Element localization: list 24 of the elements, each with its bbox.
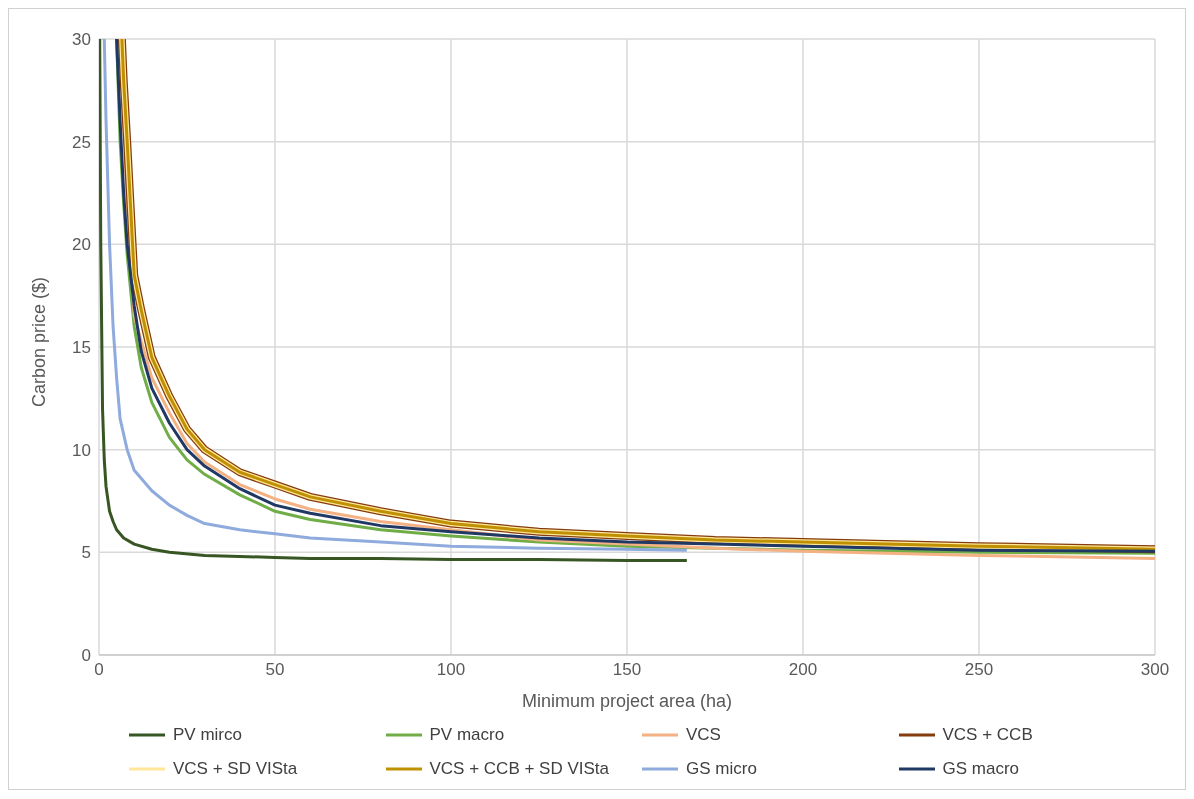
legend-label: GS macro [942, 759, 1020, 779]
x-tick-label: 150 [612, 660, 642, 680]
legend-label: VCS + CCB [942, 725, 1033, 745]
y-tick-label: 5 [81, 543, 91, 563]
legend-label: GS micro [686, 759, 757, 779]
y-tick-label: 25 [72, 132, 91, 152]
x-tick-label: 250 [964, 660, 994, 680]
legend-label: PV macro [429, 725, 505, 745]
x-tick-label: 100 [436, 660, 466, 680]
legend-label: PV mirco [173, 725, 242, 745]
legend-label: VCS [686, 725, 721, 745]
y-tick-label: 30 [72, 30, 91, 50]
y-axis-title: Carbon price ($) [29, 276, 50, 407]
x-tick-label: 300 [1140, 660, 1170, 680]
x-tick-label: 200 [788, 660, 818, 680]
y-tick-label: 15 [72, 338, 91, 358]
x-tick-label: 0 [94, 660, 104, 680]
y-tick-label: 0 [81, 646, 91, 666]
legend-label: VCS + SD VISta [173, 759, 298, 779]
x-tick-label: 50 [265, 660, 285, 680]
x-axis-title: Minimum project area (ha) [521, 691, 733, 711]
y-tick-label: 10 [72, 440, 91, 460]
y-tick-label: 20 [72, 235, 91, 255]
legend-label: VCS + CCB + SD VISta [429, 759, 610, 779]
